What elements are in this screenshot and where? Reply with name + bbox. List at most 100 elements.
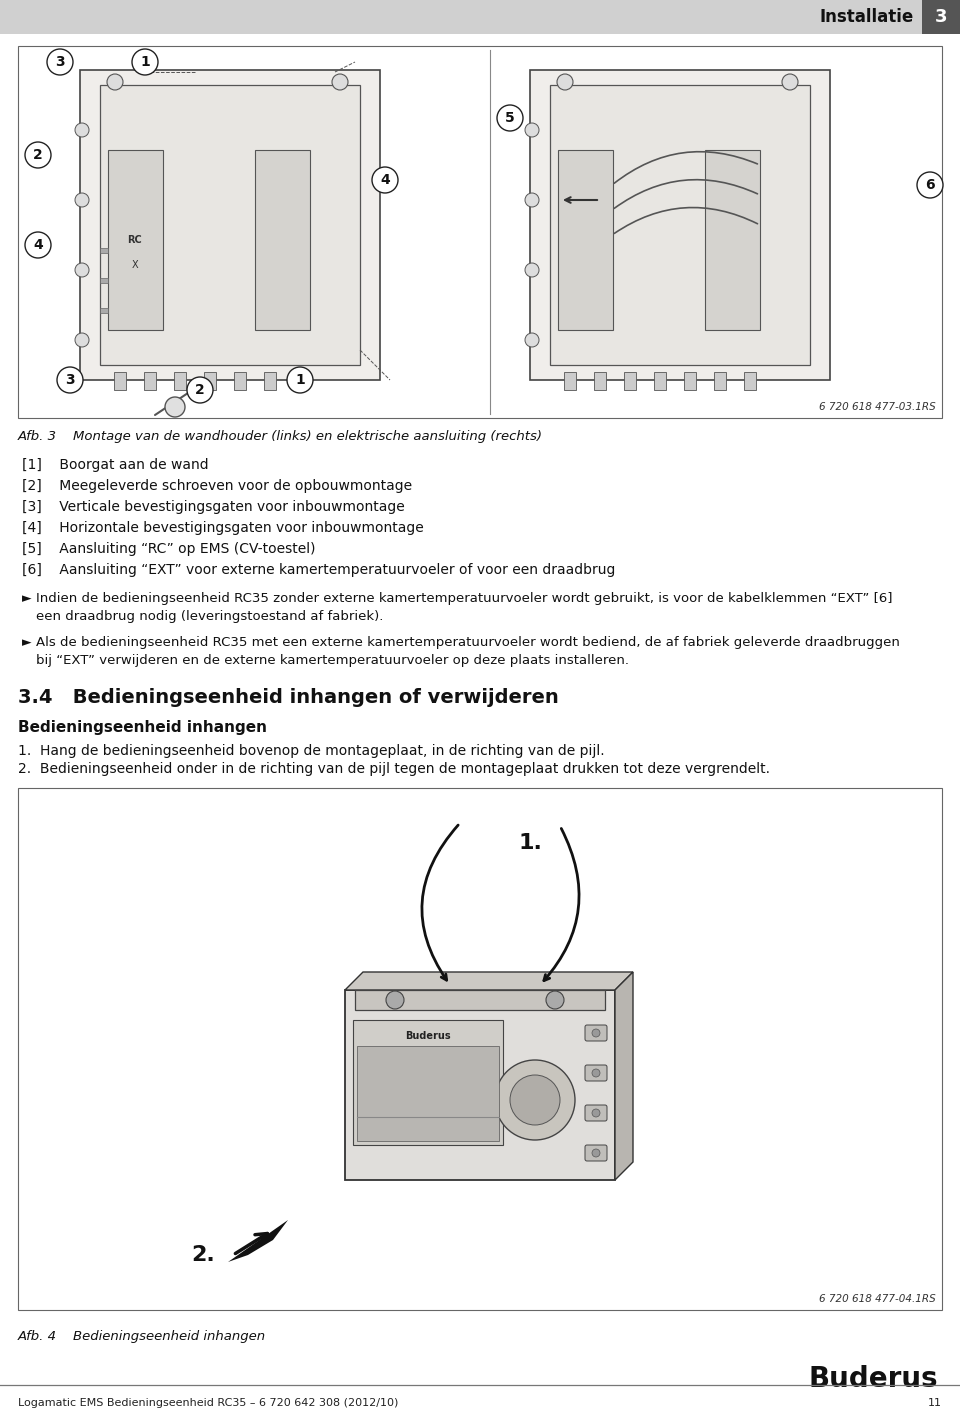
Circle shape [165, 396, 185, 416]
Text: [3]    Verticale bevestigingsgaten voor inbouwmontage: [3] Verticale bevestigingsgaten voor inb… [22, 500, 405, 514]
Text: 1: 1 [140, 55, 150, 69]
Text: [4]    Horizontale bevestigingsgaten voor inbouwmontage: [4] Horizontale bevestigingsgaten voor i… [22, 521, 423, 535]
Text: 1.: 1. [518, 833, 542, 852]
Text: Indien de bedieningseenheid RC35 zonder externe kamertemperatuurvoeler wordt geb: Indien de bedieningseenheid RC35 zonder … [36, 592, 893, 605]
Bar [264, 372, 276, 389]
Bar [564, 372, 576, 389]
FancyBboxPatch shape [585, 1065, 607, 1080]
Polygon shape [615, 971, 633, 1180]
Circle shape [75, 193, 89, 207]
Bar [345, 990, 615, 1180]
Circle shape [57, 367, 83, 394]
Text: 2: 2 [34, 149, 43, 161]
Text: Afb. 3    Montage van de wandhouder (links) en elektrische aansluiting (rechts): Afb. 3 Montage van de wandhouder (links)… [18, 430, 543, 443]
Text: 1: 1 [295, 372, 305, 387]
Circle shape [187, 377, 213, 404]
Circle shape [592, 1069, 600, 1078]
Text: 4: 4 [34, 238, 43, 252]
Circle shape [782, 74, 798, 91]
Text: RC: RC [128, 235, 142, 245]
Circle shape [592, 1029, 600, 1037]
Circle shape [525, 333, 539, 347]
Bar [353, 1020, 503, 1146]
Text: ►: ► [22, 636, 32, 649]
Text: 3.4   Bedieningseenheid inhangen of verwijderen: 3.4 Bedieningseenheid inhangen of verwij… [18, 688, 559, 707]
FancyBboxPatch shape [585, 1104, 607, 1121]
Bar [530, 69, 830, 379]
Circle shape [25, 232, 51, 258]
Bar [100, 278, 108, 283]
Text: [2]    Meegeleverde schroeven voor de opbouwmontage: [2] Meegeleverde schroeven voor de opbou… [22, 479, 412, 493]
Text: bij “EXT” verwijderen en de externe kamertemperatuurvoeler op deze plaats instal: bij “EXT” verwijderen en de externe kame… [36, 654, 629, 667]
Polygon shape [345, 971, 633, 990]
Text: 3: 3 [55, 55, 65, 69]
Text: 4: 4 [380, 173, 390, 187]
Circle shape [372, 167, 398, 193]
Circle shape [75, 123, 89, 137]
Circle shape [287, 367, 313, 394]
Bar [294, 372, 306, 389]
Text: 5: 5 [505, 110, 515, 125]
Circle shape [497, 105, 523, 132]
Text: Logamatic EMS Bedieningseenheid RC35 – 6 720 642 308 (2012/10): Logamatic EMS Bedieningseenheid RC35 – 6… [18, 1398, 398, 1408]
Bar [558, 150, 613, 330]
Circle shape [592, 1109, 600, 1117]
Text: [6]    Aansluiting “EXT” voor externe kamertemperatuurvoeler of voor een draadbr: [6] Aansluiting “EXT” voor externe kamer… [22, 564, 615, 576]
Text: 6 720 618 477-04.1RS: 6 720 618 477-04.1RS [819, 1294, 936, 1304]
Bar [705, 150, 760, 330]
Text: 3: 3 [935, 8, 948, 25]
Text: 1.  Hang de bedieningseenheid bovenop de montageplaat, in de richting van de pij: 1. Hang de bedieningseenheid bovenop de … [18, 743, 605, 758]
Bar [18, 787, 942, 1310]
Circle shape [917, 171, 943, 198]
Text: 6: 6 [925, 178, 935, 193]
Circle shape [132, 50, 158, 75]
Text: 2.: 2. [191, 1245, 215, 1264]
Bar [357, 1046, 499, 1141]
Text: 2.  Bedieningseenheid onder in de richting van de pijl tegen de montageplaat dru: 2. Bedieningseenheid onder in de richtin… [18, 762, 770, 776]
Bar [204, 372, 216, 389]
Bar [550, 85, 810, 365]
Circle shape [557, 74, 573, 91]
Circle shape [592, 1148, 600, 1157]
Text: Als de bedieningseenheid RC35 met een externe kamertemperatuurvoeler wordt bedie: Als de bedieningseenheid RC35 met een ex… [36, 636, 900, 649]
Bar [654, 372, 666, 389]
Text: 3: 3 [65, 372, 75, 387]
Circle shape [525, 263, 539, 278]
Bar [100, 85, 360, 365]
Bar [100, 309, 108, 313]
Text: [5]    Aansluiting “RC” op EMS (CV-toestel): [5] Aansluiting “RC” op EMS (CV-toestel) [22, 542, 316, 556]
Bar [80, 69, 380, 379]
Circle shape [546, 991, 564, 1010]
Text: [1]    Boorgat aan de wand: [1] Boorgat aan de wand [22, 457, 208, 472]
Bar [100, 248, 108, 253]
Bar [922, 0, 960, 34]
Circle shape [495, 1061, 575, 1140]
Text: 6 720 618 477-03.1RS: 6 720 618 477-03.1RS [819, 402, 936, 412]
Circle shape [510, 1075, 560, 1124]
Bar [18, 45, 942, 418]
Text: ►: ► [22, 592, 32, 605]
Bar [744, 372, 756, 389]
Bar [108, 150, 163, 330]
Text: Buderus: Buderus [405, 1031, 451, 1041]
Text: Buderus: Buderus [808, 1365, 938, 1393]
Bar [594, 372, 606, 389]
Bar [255, 150, 310, 330]
FancyBboxPatch shape [585, 1025, 607, 1041]
Bar [174, 372, 186, 389]
Bar [714, 372, 726, 389]
Bar [144, 372, 156, 389]
Bar [624, 372, 636, 389]
Polygon shape [228, 1221, 288, 1262]
Text: Afb. 4    Bedieningseenheid inhangen: Afb. 4 Bedieningseenheid inhangen [18, 1330, 266, 1342]
Text: Bedieningseenheid inhangen: Bedieningseenheid inhangen [18, 719, 267, 735]
Text: 2: 2 [195, 382, 204, 396]
Text: 11: 11 [928, 1398, 942, 1408]
Circle shape [75, 263, 89, 278]
Text: Installatie: Installatie [820, 8, 914, 25]
Circle shape [525, 193, 539, 207]
Circle shape [107, 74, 123, 91]
Circle shape [75, 333, 89, 347]
Bar [114, 372, 126, 389]
Text: een draadbrug nodig (leveringstoestand af fabriek).: een draadbrug nodig (leveringstoestand a… [36, 610, 383, 623]
